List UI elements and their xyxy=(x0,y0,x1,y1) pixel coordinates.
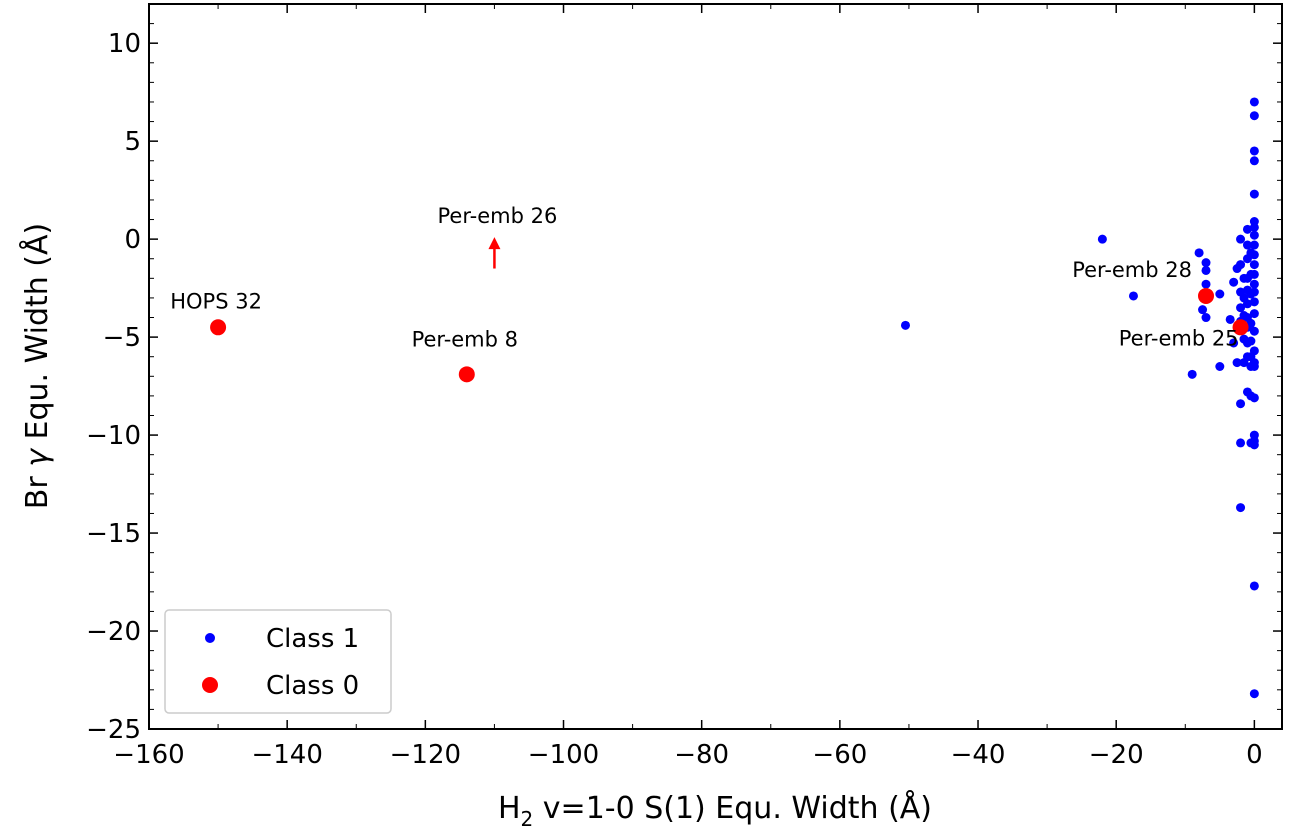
class-1-point xyxy=(1128,291,1138,301)
class-1-point xyxy=(1249,230,1259,240)
y-axis-title-pre: Br xyxy=(20,467,55,509)
class-1-point xyxy=(1242,254,1252,264)
class-1-point xyxy=(1236,399,1246,409)
class-1-point xyxy=(1242,387,1252,397)
class-1-point xyxy=(1249,581,1259,591)
class-1-point xyxy=(1229,277,1239,287)
class-1-point xyxy=(1215,289,1225,299)
class-1-point xyxy=(1236,303,1246,313)
lower-limit-arrow-head xyxy=(488,237,501,250)
y-tick-label: −10 xyxy=(86,421,141,451)
x-tick-label: 0 xyxy=(1246,740,1263,770)
legend-marker-class-1 xyxy=(205,633,215,643)
class-1-point xyxy=(1236,234,1246,244)
class-1-point xyxy=(1187,369,1197,379)
class-0-point xyxy=(458,366,475,383)
class-0-point xyxy=(1198,287,1215,304)
y-axis-title-greek: γ xyxy=(20,447,55,467)
class-1-point xyxy=(1246,362,1256,371)
class-1-point xyxy=(1232,358,1242,368)
class-1-point xyxy=(1236,503,1246,513)
legend: Class 1 Class 0 xyxy=(164,609,392,714)
class-1-point xyxy=(1198,305,1208,315)
y-tick-label: −25 xyxy=(86,715,141,745)
class-0-point-label: Per-emb 28 xyxy=(1072,258,1192,282)
x-tick-label: −140 xyxy=(251,740,322,770)
x-tick-label: −40 xyxy=(951,740,1006,770)
class-1-point xyxy=(1239,273,1249,283)
class-1-point xyxy=(1215,362,1225,371)
class-0-point-label: HOPS 32 xyxy=(170,289,262,313)
lower-limit-label: Per-emb 26 xyxy=(438,204,558,228)
plot-frame xyxy=(148,3,1283,730)
class-0-point-label: Per-emb 8 xyxy=(412,327,518,351)
legend-label-class-0: Class 0 xyxy=(266,671,359,701)
class-0-point xyxy=(1232,319,1249,336)
class-1-point xyxy=(1249,689,1259,699)
class-1-point xyxy=(1249,97,1259,107)
class-1-point xyxy=(1246,438,1256,448)
x-axis-title-subscript: 2 xyxy=(521,807,534,831)
class-1-point xyxy=(1249,279,1259,289)
class-1-point xyxy=(1097,234,1107,244)
class-1-point xyxy=(1239,334,1249,344)
x-axis-title-main: H xyxy=(498,791,521,826)
data-series xyxy=(210,97,1259,699)
class-1-point xyxy=(1249,260,1259,270)
x-tick-label: −120 xyxy=(390,740,461,770)
class-1-point xyxy=(1249,326,1259,336)
class-1-point xyxy=(1249,146,1259,156)
class-1-point xyxy=(1201,265,1211,275)
x-tick-label: −20 xyxy=(1089,740,1144,770)
class-1-point xyxy=(1249,222,1259,232)
class-0-point xyxy=(210,319,227,336)
class-1-point xyxy=(1249,156,1259,166)
y-tick-label: 0 xyxy=(124,225,141,255)
legend-box xyxy=(164,609,392,714)
legend-label-class-1: Class 1 xyxy=(266,624,359,654)
class-1-point xyxy=(1239,358,1249,368)
point-annotations: HOPS 32 Per-emb 8 Per-emb 28 Per-emb 25 Per-… xyxy=(170,204,1238,351)
class-1-point xyxy=(1249,309,1259,319)
y-tick-label: −5 xyxy=(103,323,141,353)
class-1-point xyxy=(900,320,910,330)
y-tick-label: 10 xyxy=(108,29,141,59)
class-1-point xyxy=(1232,264,1242,274)
y-tick-label: 5 xyxy=(124,127,141,157)
x-tick-label: −160 xyxy=(113,740,184,770)
x-axis-title-rest: v=1-0 S(1) Equ. Width (Å) xyxy=(533,790,932,826)
class-1-point xyxy=(1249,240,1259,250)
class-1-point xyxy=(1236,287,1246,297)
class-1-point xyxy=(1242,240,1252,250)
class-1-point xyxy=(1201,258,1211,268)
y-tick-label: −20 xyxy=(86,617,141,647)
y-tick-label: −15 xyxy=(86,519,141,549)
y-axis-title-post: Equ. Width (Å) xyxy=(19,223,55,449)
x-axis-title: H2 v=1-0 S(1) Equ. Width (Å) xyxy=(498,790,932,831)
class-1-point xyxy=(1201,313,1211,323)
axis-ticks: −160 −140 −120 −100 −80 −60 −40 −20 0 10 5 0 −5 −10 −1… xyxy=(86,3,1282,770)
legend-marker-class-0 xyxy=(202,677,218,693)
class-1-point xyxy=(1242,224,1252,234)
class-1-point xyxy=(1249,189,1259,199)
x-tick-label: −60 xyxy=(812,740,867,770)
class-1-point xyxy=(1229,338,1239,348)
class-1-point xyxy=(1249,111,1259,121)
class-1-point xyxy=(1201,279,1211,289)
class-1-point xyxy=(1225,314,1235,324)
class-1-point xyxy=(1249,297,1259,307)
class-0-point-label: Per-emb 25 xyxy=(1119,326,1239,350)
x-tick-label: −80 xyxy=(674,740,729,770)
class-1-point xyxy=(1236,438,1246,448)
y-axis-title: Br γ Equ. Width (Å) xyxy=(19,223,55,509)
class-1-point xyxy=(1242,285,1252,295)
class-1-point xyxy=(1194,248,1204,258)
x-tick-label: −100 xyxy=(528,740,599,770)
